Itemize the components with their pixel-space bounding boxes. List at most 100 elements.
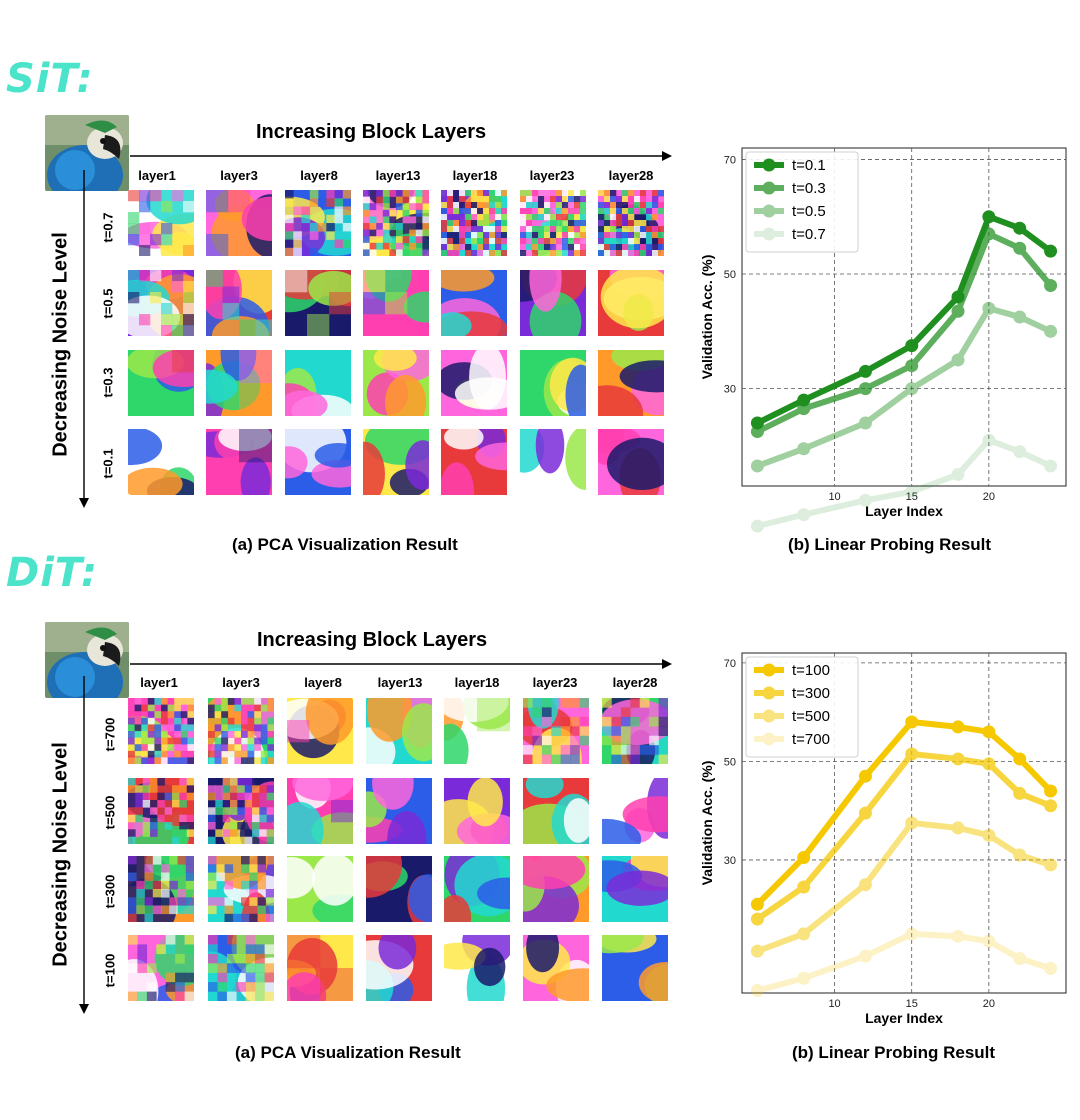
legend-item (754, 663, 784, 677)
data-point (982, 210, 996, 224)
y-tick-label: 50 (724, 269, 736, 281)
data-point (858, 949, 872, 963)
pca-tile (520, 190, 586, 256)
x-axis-title: Layer Index (865, 503, 943, 519)
pca-tile (208, 856, 274, 922)
data-point (858, 493, 872, 507)
pca-tile (602, 698, 668, 764)
data-point (797, 971, 811, 985)
pca-tile (598, 350, 664, 416)
dit-timestep-label: t=700 (102, 717, 118, 752)
data-point (951, 304, 965, 318)
pca-tile (441, 190, 507, 256)
pca-tile (206, 429, 272, 495)
dit-vertical-arrow (79, 676, 89, 1014)
sit-linear-probing-chart: 10 15 20 30 50 70 t=0.1 t=0.3 t=0.5 t=0.7 Layer In… (690, 140, 1080, 533)
dit-layer-label: layer8 (304, 675, 342, 690)
series-line (755, 751, 1052, 922)
dit-linear-probing-chart: 10 15 20 30 50 70 t=100 t=300 t=500 t=700 Layer In… (690, 645, 1080, 1035)
data-point (797, 927, 811, 941)
parrot-image (45, 622, 129, 698)
data-point (1013, 952, 1027, 966)
dit-timestep-label: t=300 (102, 874, 118, 909)
data-point (951, 468, 965, 482)
legend: t=100 t=300 t=500 t=700 (745, 656, 859, 758)
sit-layer-label: layer13 (375, 168, 421, 183)
sit-caption-b: (b) Linear Probing Result (788, 535, 992, 554)
series-t=100 (750, 715, 1058, 911)
parrot-image (45, 115, 129, 191)
pca-tile (441, 270, 507, 336)
x-axis-title: Layer Index (865, 1010, 943, 1026)
pca-tile (206, 270, 272, 336)
sit-layer-label: layer3 (220, 168, 258, 183)
pca-tile (128, 350, 194, 416)
data-point (750, 944, 764, 958)
data-point (951, 929, 965, 943)
dit-caption-a: (a) PCA Visualization Result (235, 1043, 461, 1062)
pca-tile (366, 778, 432, 844)
legend-label: t=0.5 (792, 203, 826, 220)
pca-tile (285, 350, 351, 416)
pca-tile (523, 778, 589, 844)
parrot-thumbnail (45, 622, 129, 698)
data-point (951, 290, 965, 304)
series-line (755, 718, 1053, 907)
data-point (905, 485, 919, 499)
legend-label: t=0.1 (792, 157, 826, 174)
pca-tile (287, 935, 353, 1001)
dit-layer-label: layer13 (377, 675, 423, 690)
sit-vertical-arrow (79, 170, 89, 508)
data-point (1013, 848, 1027, 862)
parrot-thumbnail (45, 115, 129, 191)
sit-horizontal-arrow (130, 151, 672, 161)
data-point (797, 442, 811, 456)
sit-layer-label: layer8 (300, 168, 338, 183)
data-point (858, 382, 872, 396)
pca-tile (602, 935, 668, 1001)
data-point (905, 359, 919, 373)
data-point (1044, 244, 1058, 258)
pca-tile (441, 429, 507, 495)
dit-layer-label: layer23 (532, 675, 578, 690)
pca-tile (523, 935, 589, 1001)
pca-tile (285, 190, 351, 256)
data-point (951, 353, 965, 367)
pca-tile (598, 270, 664, 336)
dit-layer-label: layer28 (612, 675, 658, 690)
pca-tile (208, 935, 274, 1001)
data-point (1013, 221, 1027, 235)
data-point (750, 519, 764, 533)
data-point (982, 757, 996, 771)
pca-tile (206, 190, 272, 256)
pca-tile (285, 270, 351, 336)
y-tick-label: 30 (724, 855, 736, 867)
pca-tile (444, 698, 510, 764)
data-point (750, 416, 764, 430)
data-point (797, 393, 811, 407)
legend-label: t=100 (792, 662, 830, 679)
legend-item (754, 181, 784, 195)
data-point (905, 747, 919, 761)
data-point (858, 878, 872, 892)
legend-label: t=300 (792, 685, 830, 702)
pca-tile (285, 429, 351, 495)
series-t=500 (750, 816, 1058, 958)
pca-tile (363, 429, 429, 495)
series-t=0.3 (750, 227, 1058, 439)
data-point (905, 339, 919, 353)
pca-tile (444, 856, 510, 922)
data-point (750, 897, 764, 911)
x-tick-label: 15 (906, 998, 918, 1010)
pca-tile (444, 935, 510, 1001)
pca-tile (206, 350, 272, 416)
series-t=0.7 (750, 433, 1058, 533)
dit-horizontal-arrow (130, 659, 672, 669)
data-point (1044, 784, 1058, 798)
data-point (982, 828, 996, 842)
pca-tile (208, 778, 274, 844)
pca-tile (598, 190, 664, 256)
x-tick-label: 20 (983, 998, 995, 1010)
line-chart: 10 15 20 30 50 70 t=100 t=300 t=500 t=700 Layer In… (699, 652, 1067, 1026)
